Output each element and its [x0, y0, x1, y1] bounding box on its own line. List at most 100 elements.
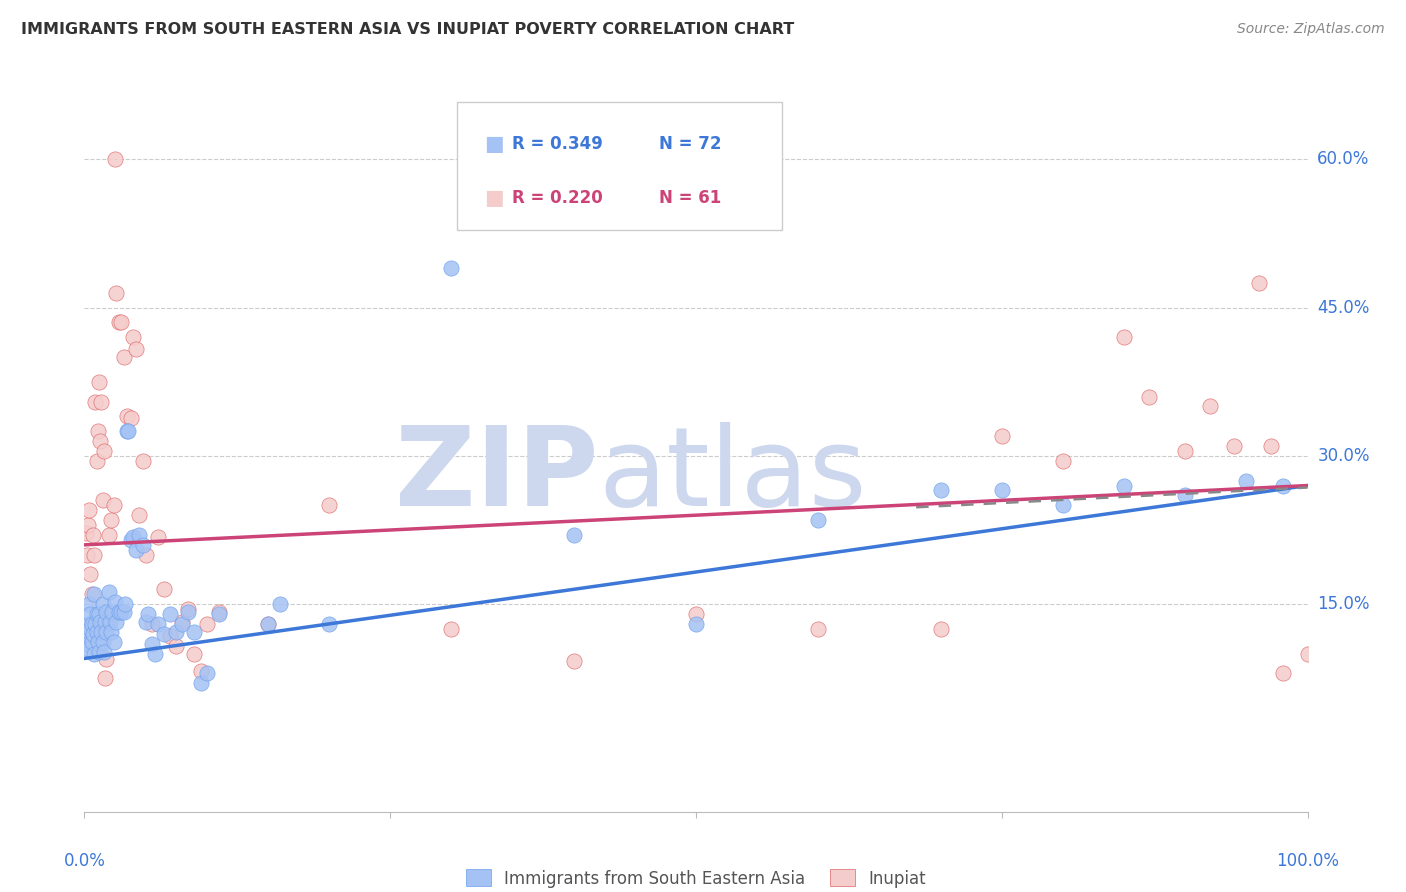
Point [80, 587, 103, 601]
Text: ZIP: ZIP [395, 422, 598, 529]
Point [318, 498, 340, 512]
Point [141, 616, 163, 631]
Point [172, 616, 194, 631]
Point [1296, 647, 1319, 661]
Point [1234, 474, 1257, 488]
Point [929, 622, 952, 636]
Point [80, 634, 103, 648]
Point [1114, 330, 1136, 344]
Point [114, 597, 136, 611]
Point [1052, 454, 1074, 468]
Point [125, 342, 148, 356]
Point [105, 615, 128, 629]
Point [208, 607, 231, 621]
Point [1198, 400, 1220, 414]
Point [257, 616, 280, 631]
Point [87, 424, 110, 438]
Point [110, 605, 132, 619]
Text: atlas: atlas [598, 422, 866, 529]
Point [96, 605, 118, 619]
Point [87, 644, 110, 658]
Point [84, 616, 107, 631]
Point [1052, 498, 1074, 512]
Point [122, 530, 145, 544]
Point [929, 483, 952, 498]
Point [562, 655, 585, 669]
Point [440, 261, 463, 276]
Point [89, 615, 111, 629]
Point [94, 671, 117, 685]
Point [195, 616, 218, 631]
Point [122, 330, 145, 344]
Point [83, 647, 105, 661]
Point [83, 587, 105, 601]
Text: 60.0%: 60.0% [1317, 151, 1369, 169]
Text: Source: ZipAtlas.com: Source: ZipAtlas.com [1237, 22, 1385, 37]
Point [94, 615, 117, 629]
Point [96, 651, 118, 665]
Point [132, 538, 155, 552]
Point [77, 616, 100, 631]
Point [101, 605, 124, 619]
Point [82, 627, 104, 641]
Point [269, 597, 291, 611]
Text: ■: ■ [484, 188, 505, 208]
Point [183, 647, 205, 661]
Point [125, 542, 148, 557]
Point [90, 624, 112, 639]
Point [104, 595, 127, 609]
Point [79, 607, 101, 621]
Point [135, 615, 157, 629]
Point [80, 616, 103, 631]
Text: 30.0%: 30.0% [1317, 447, 1369, 465]
Point [115, 409, 138, 424]
Text: N = 61: N = 61 [659, 189, 721, 207]
Point [165, 624, 187, 639]
Point [107, 315, 129, 329]
Point [146, 530, 169, 544]
Point [117, 424, 139, 438]
Point [172, 615, 194, 629]
Point [990, 429, 1012, 443]
Point [96, 624, 118, 639]
Point [190, 665, 212, 679]
Point [89, 434, 111, 448]
Text: ■: ■ [484, 134, 505, 153]
Point [87, 634, 110, 648]
Point [75, 627, 97, 641]
Point [208, 605, 231, 619]
Point [79, 622, 101, 636]
Text: 15.0%: 15.0% [1317, 595, 1369, 613]
Point [1223, 439, 1246, 453]
Point [1174, 488, 1197, 502]
Text: 0.0%: 0.0% [63, 852, 105, 870]
Point [318, 616, 340, 631]
Point [93, 444, 115, 458]
Point [77, 518, 100, 533]
Point [100, 624, 122, 639]
Point [177, 602, 200, 616]
Point [141, 637, 163, 651]
Point [98, 615, 121, 629]
Point [73, 746, 96, 760]
Point [195, 666, 218, 681]
Point [190, 676, 212, 690]
Text: R = 0.220: R = 0.220 [512, 189, 603, 207]
Point [105, 285, 128, 300]
Point [103, 498, 125, 512]
Point [115, 424, 138, 438]
Point [84, 394, 107, 409]
Text: IMMIGRANTS FROM SOUTH EASTERN ASIA VS INUPIAT POVERTY CORRELATION CHART: IMMIGRANTS FROM SOUTH EASTERN ASIA VS IN… [21, 22, 794, 37]
Point [807, 622, 830, 636]
Point [153, 627, 176, 641]
Point [100, 513, 122, 527]
Text: 100.0%: 100.0% [1277, 852, 1339, 870]
Text: 45.0%: 45.0% [1317, 299, 1369, 317]
Legend: Immigrants from South Eastern Asia, Inupiat: Immigrants from South Eastern Asia, Inup… [465, 870, 927, 888]
Point [183, 624, 205, 639]
Point [562, 528, 585, 542]
Point [112, 350, 135, 364]
Point [93, 644, 115, 658]
Point [1272, 478, 1295, 492]
Text: R = 0.349: R = 0.349 [512, 135, 603, 153]
